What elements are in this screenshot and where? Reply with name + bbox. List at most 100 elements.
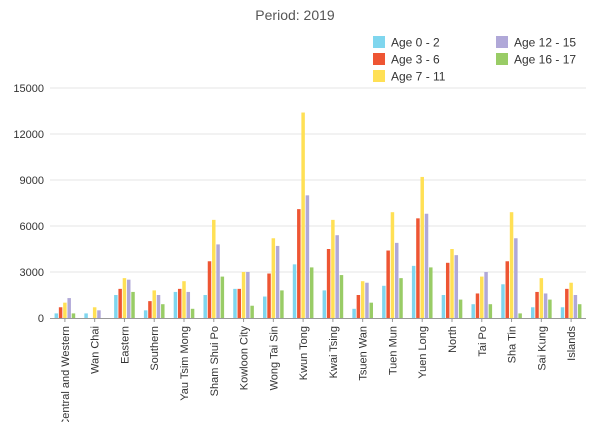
bar[interactable]: Yuen Long — Age 12 - 15: 6800 [424, 213, 429, 318]
bar[interactable]: Sham Shui Po — Age 7 - 11: 6400 [212, 219, 216, 318]
bar[interactable]: Kowloon City — Age 3 - 6: 1900 [237, 288, 242, 318]
bar[interactable]: Sai Kung — Age 16 - 17: 1200 [548, 299, 552, 318]
bar[interactable]: Kwai Tsing — Age 16 - 17: 2800 [339, 275, 344, 318]
bar[interactable]: Sham Shui Po — Age 16 - 17: 2700 [220, 276, 225, 318]
bar[interactable]: Wan Chai — Age 0 - 2: 300 [84, 313, 88, 318]
bar[interactable]: Kwun Tong — Age 3 - 6: 7100 [297, 209, 301, 318]
bar[interactable]: Central and Western — Age 12 - 15: 1300 [67, 298, 71, 318]
legend-label: Age 3 - 6 [391, 53, 440, 67]
bar[interactable]: Tai Po — Age 3 - 6: 1600 [475, 293, 480, 318]
bar[interactable]: Yau Tsim Mong — Age 7 - 11: 2400 [182, 281, 186, 318]
bar[interactable]: Southern — Age 7 - 11: 1800 [152, 290, 156, 318]
bar[interactable]: Sha Tin — Age 7 - 11: 6900 [509, 212, 514, 318]
bar[interactable]: North — Age 7 - 11: 4500 [450, 249, 454, 318]
bar[interactable]: Kwai Tsing — Age 12 - 15: 5400 [335, 235, 339, 318]
bar[interactable]: Kowloon City — Age 0 - 2: 1900 [233, 288, 237, 318]
legend[interactable]: Age 0 - 2 Age 3 - 6 Age 7 - 11 Age 12 - 15 A… [373, 36, 576, 84]
bar[interactable]: Eastern — Age 0 - 2: 1500 [114, 295, 118, 318]
bar[interactable]: Tai Po — Age 7 - 11: 2700 [480, 276, 484, 318]
bar[interactable]: Sham Shui Po — Age 0 - 2: 1500 [203, 295, 207, 318]
bar[interactable]: Sha Tin — Age 12 - 15: 5200 [514, 238, 518, 318]
bar[interactable]: Yuen Long — Age 7 - 11: 9200 [420, 176, 424, 318]
legend-item[interactable]: Age 0 - 2 [373, 36, 440, 50]
x-tick-label: Eastern [119, 326, 131, 364]
bars: Central and Western — Age 0 - 2: 300Cent… [54, 112, 582, 319]
bar[interactable]: Sai Kung — Age 0 - 2: 700 [531, 307, 535, 318]
bar[interactable]: Wong Tai Sin — Age 0 - 2: 1400 [263, 296, 267, 318]
bar[interactable]: Southern — Age 3 - 6: 1100 [148, 301, 152, 318]
y-tick-label: 9000 [20, 175, 44, 187]
bar[interactable]: Kowloon City — Age 16 - 17: 800 [250, 305, 254, 318]
bar[interactable]: Islands — Age 12 - 15: 1500 [573, 295, 578, 318]
bar[interactable]: North — Age 3 - 6: 3600 [445, 262, 450, 318]
bar[interactable]: Kowloon City — Age 12 - 15: 3000 [246, 272, 250, 318]
bar[interactable]: Islands — Age 0 - 2: 700 [560, 307, 565, 318]
bar[interactable]: Islands — Age 3 - 6: 1900 [565, 288, 569, 318]
bar[interactable]: Kwun Tong — Age 12 - 15: 8000 [305, 195, 310, 318]
bar[interactable]: Wong Tai Sin — Age 3 - 6: 2900 [267, 273, 271, 318]
bar[interactable]: North — Age 16 - 17: 1200 [458, 299, 463, 318]
bar[interactable]: Wong Tai Sin — Age 12 - 15: 4700 [275, 245, 280, 318]
bar[interactable]: Tsuen Wan — Age 3 - 6: 1500 [356, 295, 361, 318]
bar[interactable]: Wan Chai — Age 12 - 15: 500 [97, 310, 101, 318]
bar[interactable]: Tsuen Wan — Age 7 - 11: 2400 [360, 281, 365, 318]
bar[interactable]: Yuen Long — Age 3 - 6: 6500 [416, 218, 420, 318]
bar[interactable]: Tsuen Wan — Age 12 - 15: 2300 [365, 282, 369, 318]
bar[interactable]: Kwai Tsing — Age 7 - 11: 6400 [331, 219, 335, 318]
bar[interactable]: Yuen Long — Age 16 - 17: 3300 [429, 267, 433, 318]
bar[interactable]: North — Age 0 - 2: 1500 [441, 295, 446, 318]
bar[interactable]: Yuen Long — Age 0 - 2: 3400 [411, 265, 416, 318]
bar[interactable]: Tuen Mun — Age 3 - 6: 4400 [386, 250, 390, 318]
bar[interactable]: Eastern — Age 16 - 17: 1700 [131, 291, 135, 318]
bar[interactable]: Yau Tsim Mong — Age 0 - 2: 1700 [173, 291, 178, 318]
bar[interactable]: Islands — Age 7 - 11: 2300 [569, 282, 573, 318]
bar[interactable]: Tuen Mun — Age 0 - 2: 2100 [382, 285, 386, 318]
bar[interactable]: Tsuen Wan — Age 16 - 17: 1000 [369, 302, 373, 318]
bar[interactable]: Kwai Tsing — Age 3 - 6: 4500 [326, 249, 331, 318]
bar[interactable]: Sha Tin — Age 16 - 17: 300 [518, 313, 522, 318]
bar[interactable]: Wong Tai Sin — Age 7 - 11: 5200 [271, 238, 276, 318]
bar[interactable]: Southern — Age 16 - 17: 900 [161, 304, 165, 318]
bar[interactable]: Sai Kung — Age 7 - 11: 2600 [539, 278, 544, 318]
legend-item[interactable]: Age 12 - 15 [496, 36, 576, 50]
bar[interactable]: Kwun Tong — Age 0 - 2: 3500 [292, 264, 297, 318]
bar[interactable]: Kwun Tong — Age 7 - 11: 13400 [301, 112, 305, 319]
bar[interactable]: Sha Tin — Age 0 - 2: 2200 [501, 284, 505, 318]
bar[interactable]: Sham Shui Po — Age 3 - 6: 3700 [207, 261, 212, 318]
bar[interactable]: Tuen Mun — Age 16 - 17: 2600 [399, 278, 403, 318]
bar[interactable]: Eastern — Age 12 - 15: 2500 [126, 279, 131, 318]
x-tick-label: Tai Po [477, 326, 489, 357]
bar[interactable]: Tai Po — Age 16 - 17: 900 [488, 304, 493, 318]
bar[interactable]: Tsuen Wan — Age 0 - 2: 600 [352, 308, 356, 318]
bar[interactable]: Tai Po — Age 12 - 15: 3000 [484, 272, 488, 318]
legend-item[interactable]: Age 3 - 6 [373, 53, 440, 67]
bar[interactable]: North — Age 12 - 15: 4100 [454, 255, 459, 318]
bar[interactable]: Kwai Tsing — Age 0 - 2: 1800 [322, 290, 327, 318]
bar[interactable]: Southern — Age 0 - 2: 500 [143, 310, 148, 318]
legend-item[interactable]: Age 7 - 11 [373, 70, 446, 84]
bar[interactable]: Sai Kung — Age 12 - 15: 1600 [543, 293, 548, 318]
bar[interactable]: Wong Tai Sin — Age 16 - 17: 1800 [280, 290, 284, 318]
bar[interactable]: Sai Kung — Age 3 - 6: 1700 [535, 291, 539, 318]
bar[interactable]: Central and Western — Age 0 - 2: 300 [54, 313, 59, 318]
bar[interactable]: Tai Po — Age 0 - 2: 900 [471, 304, 475, 318]
bar[interactable]: Kowloon City — Age 7 - 11: 3000 [241, 272, 246, 318]
bar[interactable]: Kwun Tong — Age 16 - 17: 3300 [309, 267, 314, 318]
bar[interactable]: Islands — Age 16 - 17: 900 [577, 304, 582, 318]
bar[interactable]: Tuen Mun — Age 12 - 15: 4900 [394, 242, 399, 318]
bar[interactable]: Tuen Mun — Age 7 - 11: 6900 [390, 212, 395, 318]
bar[interactable]: Wan Chai — Age 7 - 11: 700 [92, 307, 97, 318]
bar[interactable]: Central and Western — Age 16 - 17: 300 [71, 313, 76, 318]
bar[interactable]: Yau Tsim Mong — Age 12 - 15: 1700 [186, 291, 191, 318]
bar[interactable]: Sha Tin — Age 3 - 6: 3700 [505, 261, 510, 318]
bar[interactable]: Eastern — Age 7 - 11: 2600 [122, 278, 127, 318]
bar[interactable]: Central and Western — Age 7 - 11: 1000 [63, 302, 67, 318]
bar[interactable]: Yau Tsim Mong — Age 16 - 17: 600 [190, 308, 195, 318]
bar[interactable]: Eastern — Age 3 - 6: 1900 [118, 288, 122, 318]
legend-item[interactable]: Age 16 - 17 [496, 53, 576, 67]
y-tick-label: 6000 [20, 221, 44, 233]
bar[interactable]: Southern — Age 12 - 15: 1500 [156, 295, 161, 318]
bar[interactable]: Central and Western — Age 3 - 6: 700 [58, 307, 63, 318]
bar[interactable]: Sham Shui Po — Age 12 - 15: 4800 [216, 244, 220, 318]
bar[interactable]: Yau Tsim Mong — Age 3 - 6: 1900 [177, 288, 182, 318]
